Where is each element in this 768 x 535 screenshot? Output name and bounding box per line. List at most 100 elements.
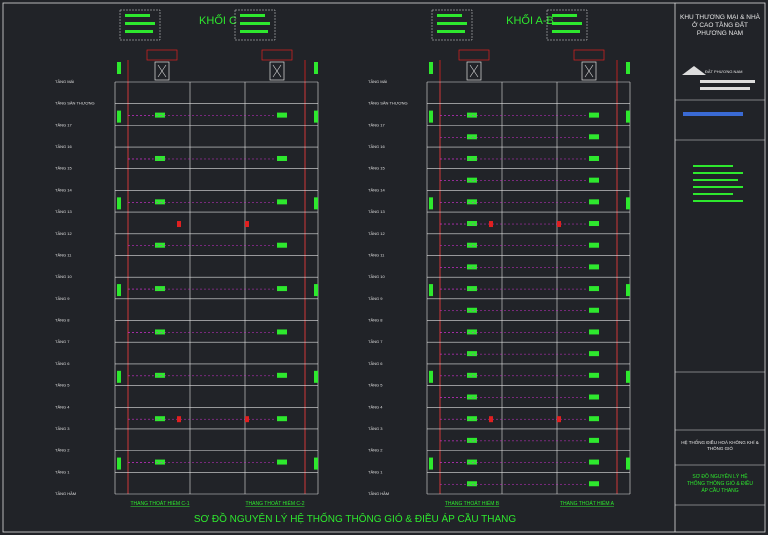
grille [589,264,599,270]
grille [589,177,599,183]
block-title: KHỐI A-B [506,13,554,27]
damper [314,110,318,123]
grille [589,481,599,487]
tag-text [240,14,265,17]
fan [154,61,170,81]
stair-label: THANG THOÁT HIỂM B [445,500,500,507]
floor-label: TẦNG 15 [368,166,385,171]
grille [589,199,599,205]
logo-text [700,80,755,83]
tag [234,9,276,41]
note [693,165,733,167]
grille [467,112,477,118]
tag-text [240,30,268,33]
grille [155,242,165,248]
grille [277,112,287,118]
grille [467,177,477,183]
damper [117,284,121,297]
valve [177,416,181,423]
grille [589,286,599,292]
floor-label: TẦNG 10 [55,274,72,279]
damper [314,457,318,470]
floor-label: TẦNG MÁI [55,79,74,84]
grille [589,221,599,227]
damper [314,62,318,74]
valve [489,221,493,228]
consultant [683,112,743,116]
valve [245,221,249,228]
floor-label: TẦNG 17 [55,122,72,127]
grille [589,394,599,400]
valve [177,221,181,228]
damper [117,62,121,74]
grille [467,372,477,378]
floor-label: TẦNG 5 [368,383,383,388]
grille [277,416,287,422]
grille [277,242,287,248]
floor-label: TẦNG SÂN THƯỢNG [55,101,95,106]
floor-label: TẦNG 1 [55,469,70,474]
grille [589,459,599,465]
fan-symbol [584,64,594,78]
grille [155,155,165,161]
floor-label: TẦNG 9 [368,296,383,301]
tag-text [125,30,153,33]
grille [467,481,477,487]
floor-label: TẦNG 10 [368,274,385,279]
grille [467,134,477,140]
grille [589,372,599,378]
grille [155,372,165,378]
grille [589,155,599,161]
note [693,193,733,195]
grille [589,134,599,140]
damper [626,284,630,297]
floor-label: TẦNG 12 [55,231,72,236]
grille [589,437,599,443]
fan-duct [573,49,605,61]
grille [277,372,287,378]
owner: ĐẤT PHƯƠNG NAM [705,69,743,74]
floor-label: TẦNG 4 [55,404,70,409]
grille [589,112,599,118]
damper [429,370,433,383]
damper [117,457,121,470]
floor-label: TẦNG 15 [55,166,72,171]
tag-text [437,30,465,33]
damper [429,62,433,74]
damper [314,370,318,383]
grille [277,329,287,335]
grille [467,394,477,400]
floor-label: TẦNG 5 [55,383,70,388]
grille [467,329,477,335]
grille [277,155,287,161]
floor-label: TẦNG 14 [368,187,385,192]
grille [155,286,165,292]
note [693,172,743,174]
floor-label: TẦNG 13 [55,209,72,214]
grille [467,221,477,227]
grille [467,155,477,161]
floor-label: TẦNG 9 [55,296,70,301]
tag-text [437,22,467,25]
floor-label: TẦNG 2 [368,448,383,453]
damper [117,370,121,383]
floor-label: TẦNG 16 [368,144,385,149]
tag-text [552,30,580,33]
note [693,186,743,188]
grille [155,459,165,465]
floor-label: TẦNG 6 [55,361,70,366]
floor-label: TẦNG 8 [368,318,383,323]
grille [467,199,477,205]
floor-label: TẦNG 4 [368,404,383,409]
grille [467,437,477,443]
fan [581,61,597,81]
damper [429,284,433,297]
fan-symbol [157,64,167,78]
damper [117,110,121,123]
grille [589,416,599,422]
grille [277,459,287,465]
tag-text [437,14,462,17]
